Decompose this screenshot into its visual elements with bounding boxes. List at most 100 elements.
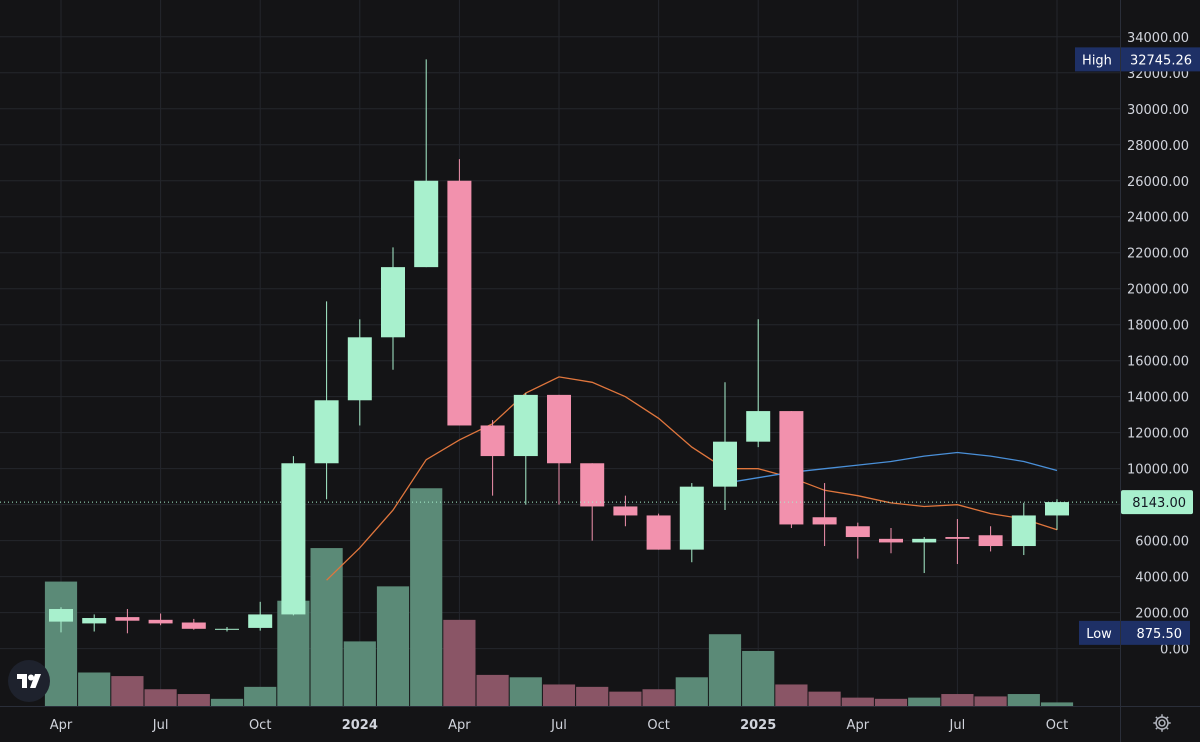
candle <box>347 319 372 426</box>
candle-body <box>414 180 439 268</box>
volume-bar <box>576 686 609 706</box>
candle <box>281 456 306 616</box>
volume-bar <box>642 689 675 706</box>
time-axis[interactable]: Apr Jul Oct 2024 Apr Jul Oct 2025 Apr Jul Oct <box>0 706 1200 734</box>
volume-bar <box>1007 694 1040 706</box>
candle <box>646 513 671 550</box>
low-value-badge <box>1121 620 1190 645</box>
candle-body <box>281 463 306 615</box>
ma-slow-line <box>724 451 1058 484</box>
volume-bar <box>343 641 376 706</box>
candle <box>381 247 405 370</box>
candle <box>1011 502 1036 556</box>
y-tick-label: 30000.00 <box>1127 103 1189 118</box>
volume-bar <box>908 697 941 706</box>
volume-bars <box>44 488 1074 706</box>
y-tick-label: 14000.00 <box>1127 391 1189 406</box>
candle <box>845 522 870 559</box>
gear-icon[interactable] <box>1151 712 1173 734</box>
candle <box>248 601 273 631</box>
candle <box>713 382 737 511</box>
candle-body <box>646 515 671 550</box>
volume-bar <box>177 694 210 706</box>
candle-body <box>713 441 737 487</box>
x-tick-label: Apr <box>448 718 471 733</box>
candle-body <box>613 506 638 516</box>
candle-body <box>447 180 472 426</box>
high-value-badge <box>1121 47 1200 72</box>
candle <box>879 528 903 554</box>
y-tick-label: 12000.00 <box>1127 427 1189 442</box>
candle <box>513 393 538 505</box>
candle-body <box>148 619 173 624</box>
candle-body <box>181 622 206 629</box>
volume-bar <box>742 650 775 706</box>
last-price-badge <box>1121 490 1193 515</box>
candle <box>447 159 472 426</box>
volume-bar <box>144 689 177 706</box>
candle-body <box>978 535 1003 547</box>
candle <box>414 59 439 268</box>
y-tick-label: 4000.00 <box>1135 571 1189 586</box>
y-tick-label: 22000.00 <box>1127 247 1189 262</box>
candle-body <box>679 486 704 550</box>
volume-bar <box>509 677 542 706</box>
candle <box>613 495 638 527</box>
volume-bar <box>376 586 410 706</box>
low-label-badge <box>1079 620 1120 645</box>
candle-body <box>480 425 505 457</box>
candle-body <box>945 537 970 539</box>
volume-bar <box>775 684 808 706</box>
candle-body <box>912 538 937 543</box>
candle-body <box>115 617 140 621</box>
volume-bar <box>708 634 742 706</box>
candle <box>115 609 140 634</box>
candle-body <box>314 400 339 464</box>
candle <box>480 420 505 496</box>
price-axis[interactable]: 34000.0032000.0030000.0028000.0026000.00… <box>1120 0 1190 742</box>
candle <box>978 526 1003 552</box>
y-tick-label: 6000.00 <box>1135 535 1189 550</box>
grid-lines <box>0 0 1120 706</box>
y-tick-label: 10000.00 <box>1127 463 1189 478</box>
candle-body <box>779 411 804 525</box>
last-price-value: 8143.00 <box>1132 496 1186 511</box>
candle <box>148 613 173 626</box>
candle-body <box>49 609 73 622</box>
candle-body <box>879 538 903 543</box>
candle-body <box>248 614 273 628</box>
y-tick-label: 34000.00 <box>1127 31 1189 46</box>
candle <box>314 301 339 500</box>
candle-body <box>845 526 870 538</box>
high-label: High <box>1082 53 1112 68</box>
y-tick-label: 18000.00 <box>1127 319 1189 334</box>
x-tick-label: 2025 <box>740 718 776 733</box>
tradingview-logo-icon[interactable] <box>8 660 50 702</box>
y-tick-label: 20000.00 <box>1127 283 1189 298</box>
price-markers: High 32745.26 Low 875.50 8143.00 <box>1075 47 1200 645</box>
y-tick-label: 26000.00 <box>1127 175 1189 190</box>
volume-bar <box>210 698 244 706</box>
volume-bar <box>476 674 509 706</box>
y-tick-label: 28000.00 <box>1127 139 1189 154</box>
ma-fast-line <box>326 376 1058 581</box>
volume-bar <box>808 691 841 706</box>
x-tick-label: Apr <box>50 718 73 733</box>
candle <box>746 319 771 448</box>
x-tick-label: 2024 <box>342 718 378 733</box>
candle <box>812 483 837 547</box>
candle <box>779 411 804 529</box>
volume-bar <box>675 677 708 706</box>
x-tick-label: Apr <box>847 718 870 733</box>
candle-body <box>82 618 107 624</box>
candle <box>1045 499 1069 530</box>
candle-body <box>812 517 837 525</box>
candle-body <box>513 394 538 457</box>
x-tick-label: Jul <box>152 718 169 733</box>
volume-bar <box>941 694 974 706</box>
volume-bar <box>542 684 576 706</box>
x-tick-label: Jul <box>550 718 567 733</box>
candle <box>49 607 73 633</box>
volume-bar <box>443 619 476 706</box>
